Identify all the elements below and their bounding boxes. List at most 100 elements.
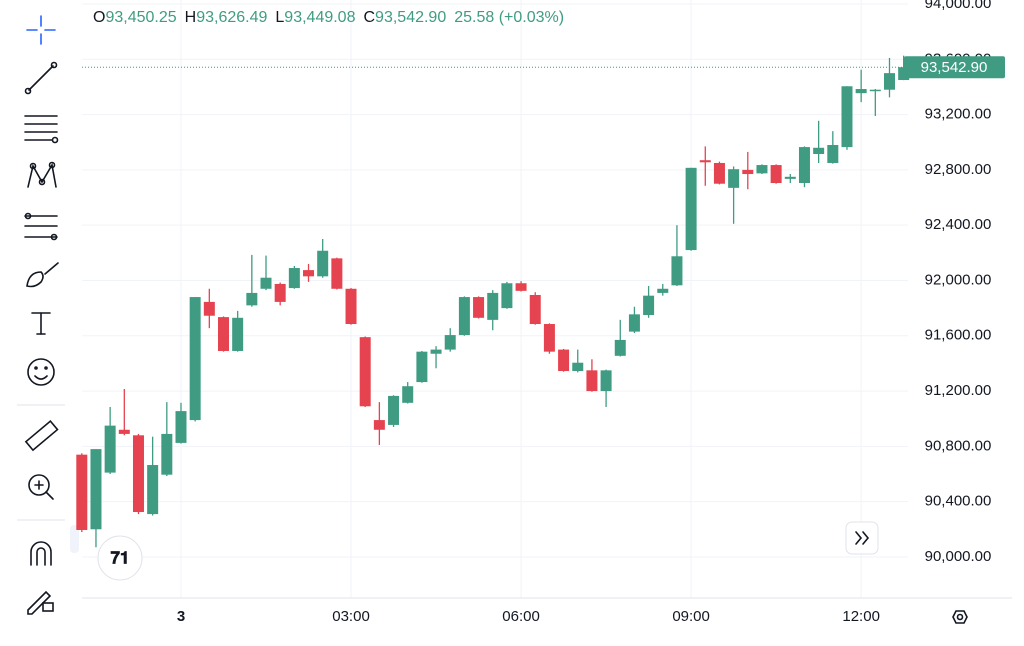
legend-key: C xyxy=(363,9,376,26)
candle-body xyxy=(657,288,669,293)
y-tick-label: 93,200.00 xyxy=(925,106,992,123)
candle-body xyxy=(855,89,867,94)
candle-body xyxy=(728,169,740,188)
candle-body xyxy=(132,435,144,513)
candle-body xyxy=(458,297,470,336)
candle-body xyxy=(529,294,541,325)
magnet-tool[interactable] xyxy=(30,541,52,566)
crosshair-tool[interactable] xyxy=(26,15,56,45)
y-tick-label: 92,800.00 xyxy=(925,161,992,178)
last-price-tag xyxy=(904,56,1005,79)
candle-body xyxy=(742,169,754,175)
emoji-tool[interactable] xyxy=(27,358,55,386)
fib-tool[interactable] xyxy=(24,212,58,241)
candle-body xyxy=(501,283,513,309)
y-tick-label: 90,800.00 xyxy=(925,437,992,454)
candle-body xyxy=(104,425,116,473)
legend-key: L xyxy=(275,9,285,26)
y-tick-label: 94,000.00 xyxy=(925,0,992,12)
legend-value: 93,626.49 xyxy=(196,9,268,26)
candle-body xyxy=(232,317,244,351)
candle-body xyxy=(288,268,300,289)
ruler-tool[interactable] xyxy=(24,419,59,452)
y-tick-label: 92,400.00 xyxy=(925,216,992,233)
trend-line-tool[interactable] xyxy=(24,61,58,95)
y-tick-label: 90,000.00 xyxy=(925,548,992,565)
collapse-toolbar[interactable] xyxy=(70,525,79,553)
candle-body xyxy=(643,295,655,316)
candle-body xyxy=(161,433,173,475)
x-tick-label: 12:00 xyxy=(842,608,880,625)
candle-body xyxy=(430,349,442,354)
candle-body xyxy=(572,362,584,372)
x-tick-label: 06:00 xyxy=(502,608,540,625)
candle-body xyxy=(898,67,910,81)
candle-body xyxy=(558,349,570,372)
candle-body xyxy=(274,283,286,302)
logo-mark: 𝟕𝟏 xyxy=(111,548,130,567)
candle-body xyxy=(373,420,385,430)
brush-tool[interactable] xyxy=(26,262,59,288)
candle-body xyxy=(218,317,229,351)
candle-body xyxy=(713,162,725,184)
legend-change: 25.58 (+0.03%) xyxy=(454,9,565,26)
candle-body xyxy=(770,165,782,184)
candle-body xyxy=(303,270,315,277)
candle-body xyxy=(487,292,499,320)
legend-value: 93,449.08 xyxy=(284,9,356,26)
legend-key: O xyxy=(93,9,106,26)
candle-body xyxy=(189,297,201,421)
candle-body xyxy=(841,86,853,148)
candle-body xyxy=(699,160,711,163)
last-price-label: 93,542.90 xyxy=(921,59,988,76)
candle-body xyxy=(402,386,414,403)
candle-body xyxy=(260,277,272,289)
legend-key: H xyxy=(184,9,197,26)
candle-body xyxy=(175,411,187,443)
candle-body xyxy=(359,337,371,407)
candle-body xyxy=(416,351,428,383)
ohlc-legend: O93,450.25 H93,626.49 L93,449.08 C93,542.90… xyxy=(93,9,564,27)
legend-item: H93,626.49 xyxy=(185,9,268,26)
candle-body xyxy=(600,370,612,392)
candle-body xyxy=(444,335,456,350)
legend-value: 93,450.25 xyxy=(105,9,177,26)
candle-body xyxy=(345,288,357,325)
candle-body xyxy=(147,465,159,515)
candle-body xyxy=(515,283,527,291)
candle-body xyxy=(869,89,881,92)
candle-body xyxy=(813,147,825,154)
text-tool[interactable] xyxy=(31,312,51,335)
zoom-tool[interactable] xyxy=(28,474,54,500)
legend-value: 93,542.90 xyxy=(375,9,447,26)
settings-button[interactable] xyxy=(952,610,968,624)
logo[interactable] xyxy=(97,535,143,581)
candle-body xyxy=(246,292,258,306)
candle-body xyxy=(586,370,598,392)
candle-body xyxy=(628,314,640,332)
toolbar xyxy=(17,15,79,615)
lock-tool[interactable] xyxy=(27,590,54,615)
y-tick-label: 91,200.00 xyxy=(925,382,992,399)
candle-body xyxy=(827,145,839,163)
candle-body xyxy=(685,167,697,251)
pattern-tool[interactable] xyxy=(27,161,57,188)
candle-body xyxy=(543,324,555,352)
candle-body xyxy=(614,339,626,356)
x-tick-label: 03:00 xyxy=(332,608,370,625)
candle-body xyxy=(331,258,343,289)
y-tick-label: 91,600.00 xyxy=(925,327,992,344)
candle-body xyxy=(756,165,768,174)
horizontal-lines-tool[interactable] xyxy=(24,115,59,144)
candle-body xyxy=(118,429,130,434)
candle-body xyxy=(671,256,683,286)
candle-body xyxy=(317,250,329,277)
candle-body xyxy=(784,176,796,179)
candle-body xyxy=(798,147,810,184)
legend-item: L93,449.08 xyxy=(275,9,355,26)
candle-body xyxy=(473,297,485,318)
candle-body xyxy=(76,454,88,530)
y-tick-label: 90,400.00 xyxy=(925,493,992,510)
legend-item: O93,450.25 xyxy=(93,9,177,26)
